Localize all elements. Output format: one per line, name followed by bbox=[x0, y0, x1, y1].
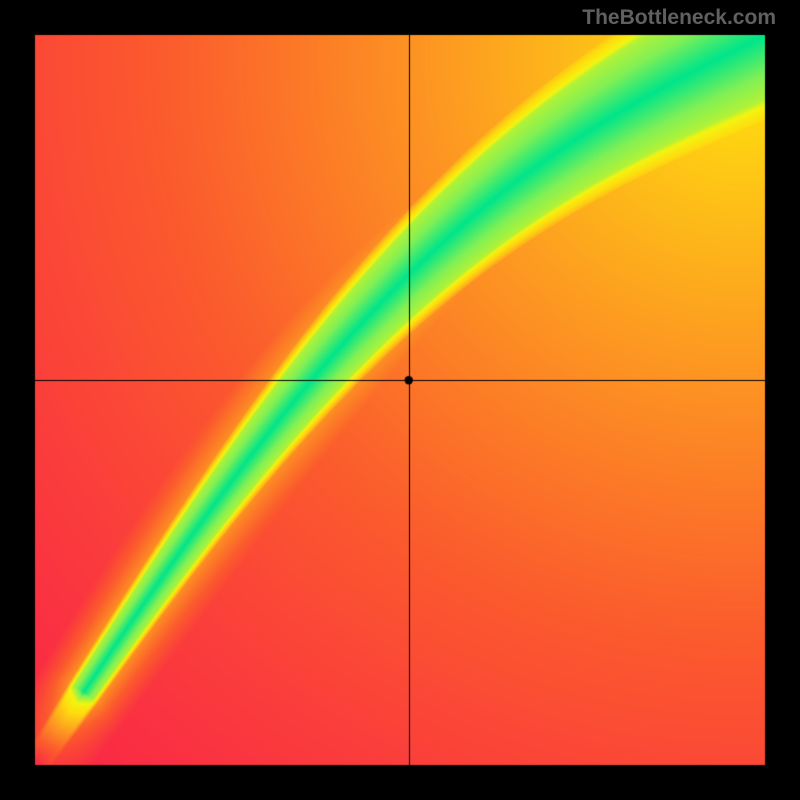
chart-container: TheBottleneck.com bbox=[0, 0, 800, 800]
bottleneck-heatmap bbox=[0, 0, 800, 800]
